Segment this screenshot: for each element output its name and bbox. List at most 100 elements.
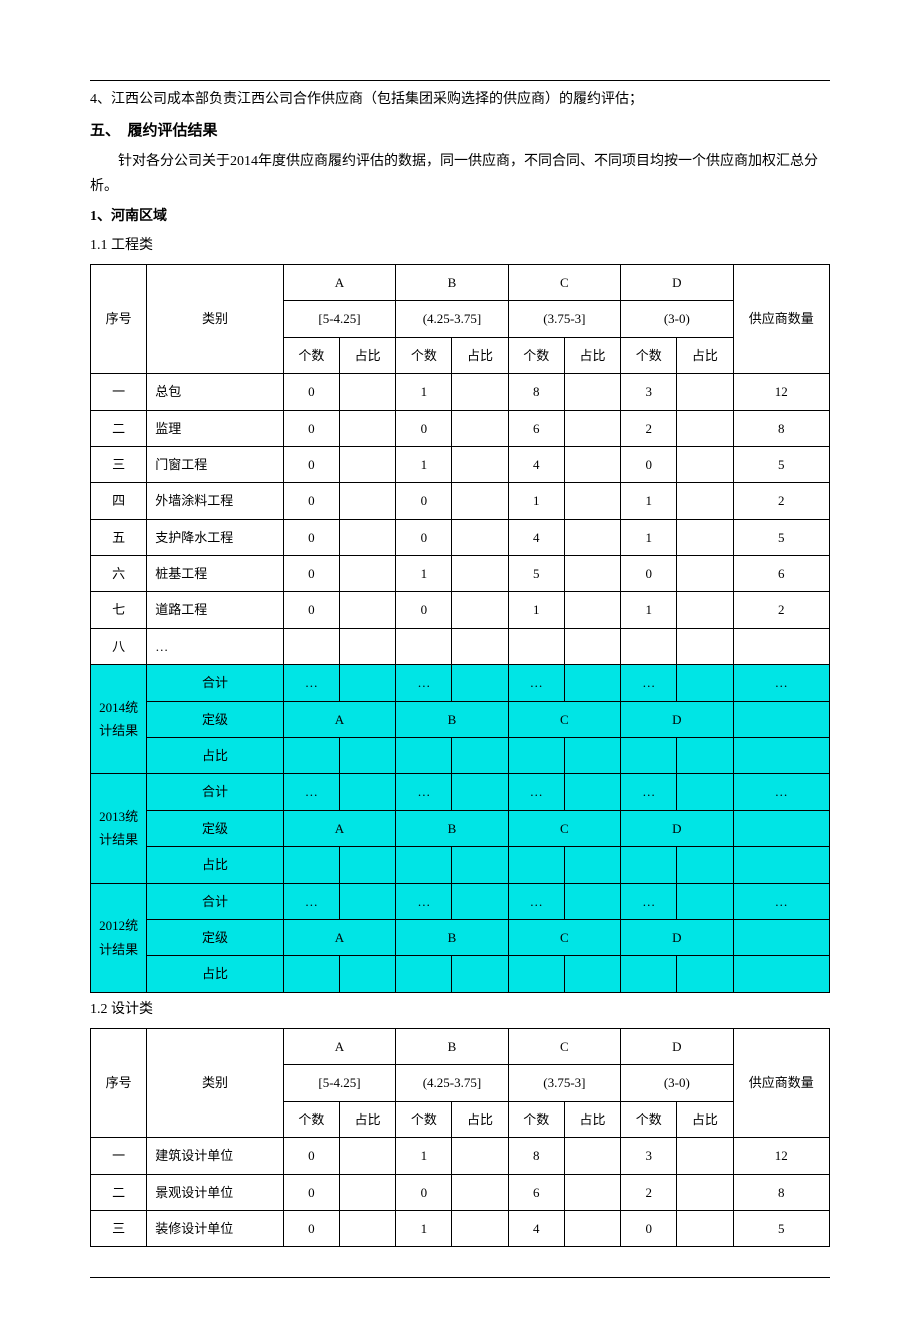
table-row: 五支护降水工程00415 <box>91 519 830 555</box>
cell-b-count: 0 <box>396 592 452 628</box>
cell-b-ratio <box>452 483 508 519</box>
sub-ratio: 占比 <box>340 337 396 373</box>
summary-cell <box>452 956 508 992</box>
summary-grade: B <box>396 810 508 846</box>
summary-cell <box>340 847 396 883</box>
summary-cell <box>340 738 396 774</box>
summary-cell <box>508 956 564 992</box>
cell-c-ratio <box>564 519 620 555</box>
table-header-row: 序号 类别 A B C D 供应商数量 <box>91 1028 830 1064</box>
summary-cell <box>508 738 564 774</box>
table-row: 八… <box>91 628 830 664</box>
cell-category: 门窗工程 <box>147 446 284 482</box>
range-d: (3-0) <box>621 1065 733 1101</box>
table-header-row: 序号 类别 A B C D 供应商数量 <box>91 264 830 300</box>
cell-a-count: 0 <box>283 592 339 628</box>
cell-b-ratio <box>452 410 508 446</box>
cell-b-ratio <box>452 592 508 628</box>
col-grade-d: D <box>621 264 733 300</box>
summary-zhanbi-label: 占比 <box>147 847 284 883</box>
cell-d-count: 0 <box>621 1210 677 1246</box>
cell-a-count <box>283 628 339 664</box>
cell-c-count: 6 <box>508 410 564 446</box>
table-row: 一建筑设计单位018312 <box>91 1138 830 1174</box>
cell-a-ratio <box>340 410 396 446</box>
summary-heji-row: 2014统计结果合计…………… <box>91 665 830 701</box>
cell-seq: 二 <box>91 410 147 446</box>
cell-a-ratio <box>340 1138 396 1174</box>
cell-b-count <box>396 628 452 664</box>
cell-d-ratio <box>677 1174 733 1210</box>
summary-heji-row: 2013统计结果合计…………… <box>91 774 830 810</box>
cell-category: 桩基工程 <box>147 556 284 592</box>
cell-seq: 四 <box>91 483 147 519</box>
cell-d-ratio <box>677 446 733 482</box>
cell-c-ratio <box>564 410 620 446</box>
summary-cell: … <box>733 883 829 919</box>
col-grade-b: B <box>396 1028 508 1064</box>
cell-d-ratio <box>677 628 733 664</box>
cell-c-count: 5 <box>508 556 564 592</box>
summary-cell <box>564 738 620 774</box>
summary-cell <box>733 847 829 883</box>
summary-cell <box>452 665 508 701</box>
summary-cell <box>452 738 508 774</box>
summary-cell <box>564 774 620 810</box>
cell-total: 8 <box>733 1174 829 1210</box>
summary-grade: B <box>396 919 508 955</box>
summary-cell <box>283 738 339 774</box>
summary-grade: A <box>283 701 395 737</box>
summary-cell <box>564 665 620 701</box>
cell-d-ratio <box>677 556 733 592</box>
col-total: 供应商数量 <box>733 264 829 373</box>
col-grade-a: A <box>283 264 395 300</box>
cell-b-ratio <box>452 556 508 592</box>
cell-total: 2 <box>733 483 829 519</box>
cell-category: 总包 <box>147 374 284 410</box>
cell-d-count: 2 <box>621 1174 677 1210</box>
cell-d-ratio <box>677 483 733 519</box>
summary-cell <box>621 847 677 883</box>
sub-count: 个数 <box>283 337 339 373</box>
cell-b-count: 0 <box>396 1174 452 1210</box>
summary-cell: … <box>733 665 829 701</box>
cell-c-ratio <box>564 446 620 482</box>
cell-a-ratio <box>340 556 396 592</box>
cell-c-ratio <box>564 592 620 628</box>
cell-seq: 一 <box>91 1138 147 1174</box>
summary-cell <box>452 847 508 883</box>
cell-seq: 六 <box>91 556 147 592</box>
sub-count: 个数 <box>508 337 564 373</box>
cell-total: 8 <box>733 410 829 446</box>
cell-b-count: 0 <box>396 410 452 446</box>
summary-cell <box>564 956 620 992</box>
cell-b-ratio <box>452 374 508 410</box>
cell-d-count: 3 <box>621 1138 677 1174</box>
sub-count: 个数 <box>396 337 452 373</box>
cell-total: 6 <box>733 556 829 592</box>
summary-cell <box>677 956 733 992</box>
cell-c-count <box>508 628 564 664</box>
cell-category: 外墙涂料工程 <box>147 483 284 519</box>
cell-total: 12 <box>733 1138 829 1174</box>
cell-d-count: 1 <box>621 592 677 628</box>
cell-seq: 三 <box>91 1210 147 1246</box>
cell-d-count: 3 <box>621 374 677 410</box>
summary-cell <box>340 665 396 701</box>
summary-cell <box>283 847 339 883</box>
cell-a-count: 0 <box>283 446 339 482</box>
summary-cell: … <box>508 665 564 701</box>
summary-cell <box>677 738 733 774</box>
cell-total: 2 <box>733 592 829 628</box>
cell-total: 5 <box>733 519 829 555</box>
summary-cell <box>396 738 452 774</box>
summary-heji-label: 合计 <box>147 774 284 810</box>
table-row: 二景观设计单位00628 <box>91 1174 830 1210</box>
intro-paragraph: 针对各分公司关于2014年度供应商履约评估的数据，同一供应商，不同合同、不同项目… <box>90 149 830 199</box>
page-top-rule <box>90 80 830 81</box>
sub-ratio: 占比 <box>564 337 620 373</box>
sub-count: 个数 <box>621 337 677 373</box>
cell-c-count: 4 <box>508 519 564 555</box>
cell-a-ratio <box>340 374 396 410</box>
range-c: (3.75-3] <box>508 301 620 337</box>
